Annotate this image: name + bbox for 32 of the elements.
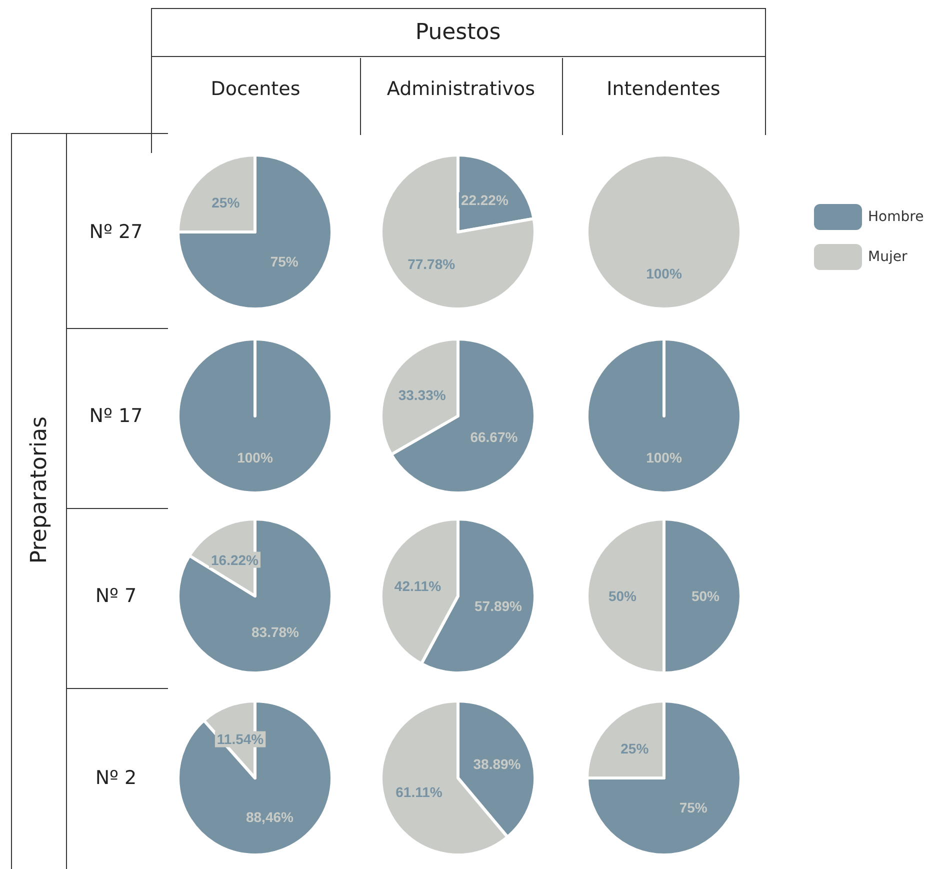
data-label: 11.54% xyxy=(216,731,264,748)
text: Nº 27 xyxy=(88,220,144,245)
data-label: 38.89% xyxy=(473,756,522,772)
data-label: 42.11% xyxy=(394,578,442,594)
data-label: 33.33% xyxy=(398,387,446,404)
data-label: 75% xyxy=(270,253,299,270)
text: Puestos xyxy=(414,19,502,47)
data-label: 25% xyxy=(212,194,240,211)
data-label: 77.78% xyxy=(408,256,456,272)
data-label: 100% xyxy=(237,450,274,466)
data-label: 83.78% xyxy=(252,624,300,640)
category-label: Intendentes xyxy=(606,77,722,102)
data-label: 66.67% xyxy=(470,428,518,445)
data-label: 57.89% xyxy=(474,598,523,614)
data-label: 16.22% xyxy=(211,552,260,568)
data-label: 100% xyxy=(646,450,682,466)
category-label: Docentes xyxy=(210,77,302,102)
category-label: Administrativos xyxy=(386,77,536,102)
data-label: 100% xyxy=(646,266,682,282)
text: Preparatorias xyxy=(26,415,53,566)
text: Nº 2 xyxy=(94,766,138,791)
data-label: 25% xyxy=(620,740,650,757)
data-label: 22.22% xyxy=(460,192,509,208)
text: Nº 7 xyxy=(94,584,138,609)
text: Nº 17 xyxy=(88,404,144,429)
data-label: 88,46% xyxy=(246,808,294,825)
data-label: 50% xyxy=(608,588,638,604)
legend-label: Mujer xyxy=(868,249,908,265)
legend-label: Hombre xyxy=(868,209,924,225)
data-label: 61.11% xyxy=(396,784,443,800)
data-label: 50% xyxy=(691,588,720,604)
data-label: 75% xyxy=(679,799,708,816)
